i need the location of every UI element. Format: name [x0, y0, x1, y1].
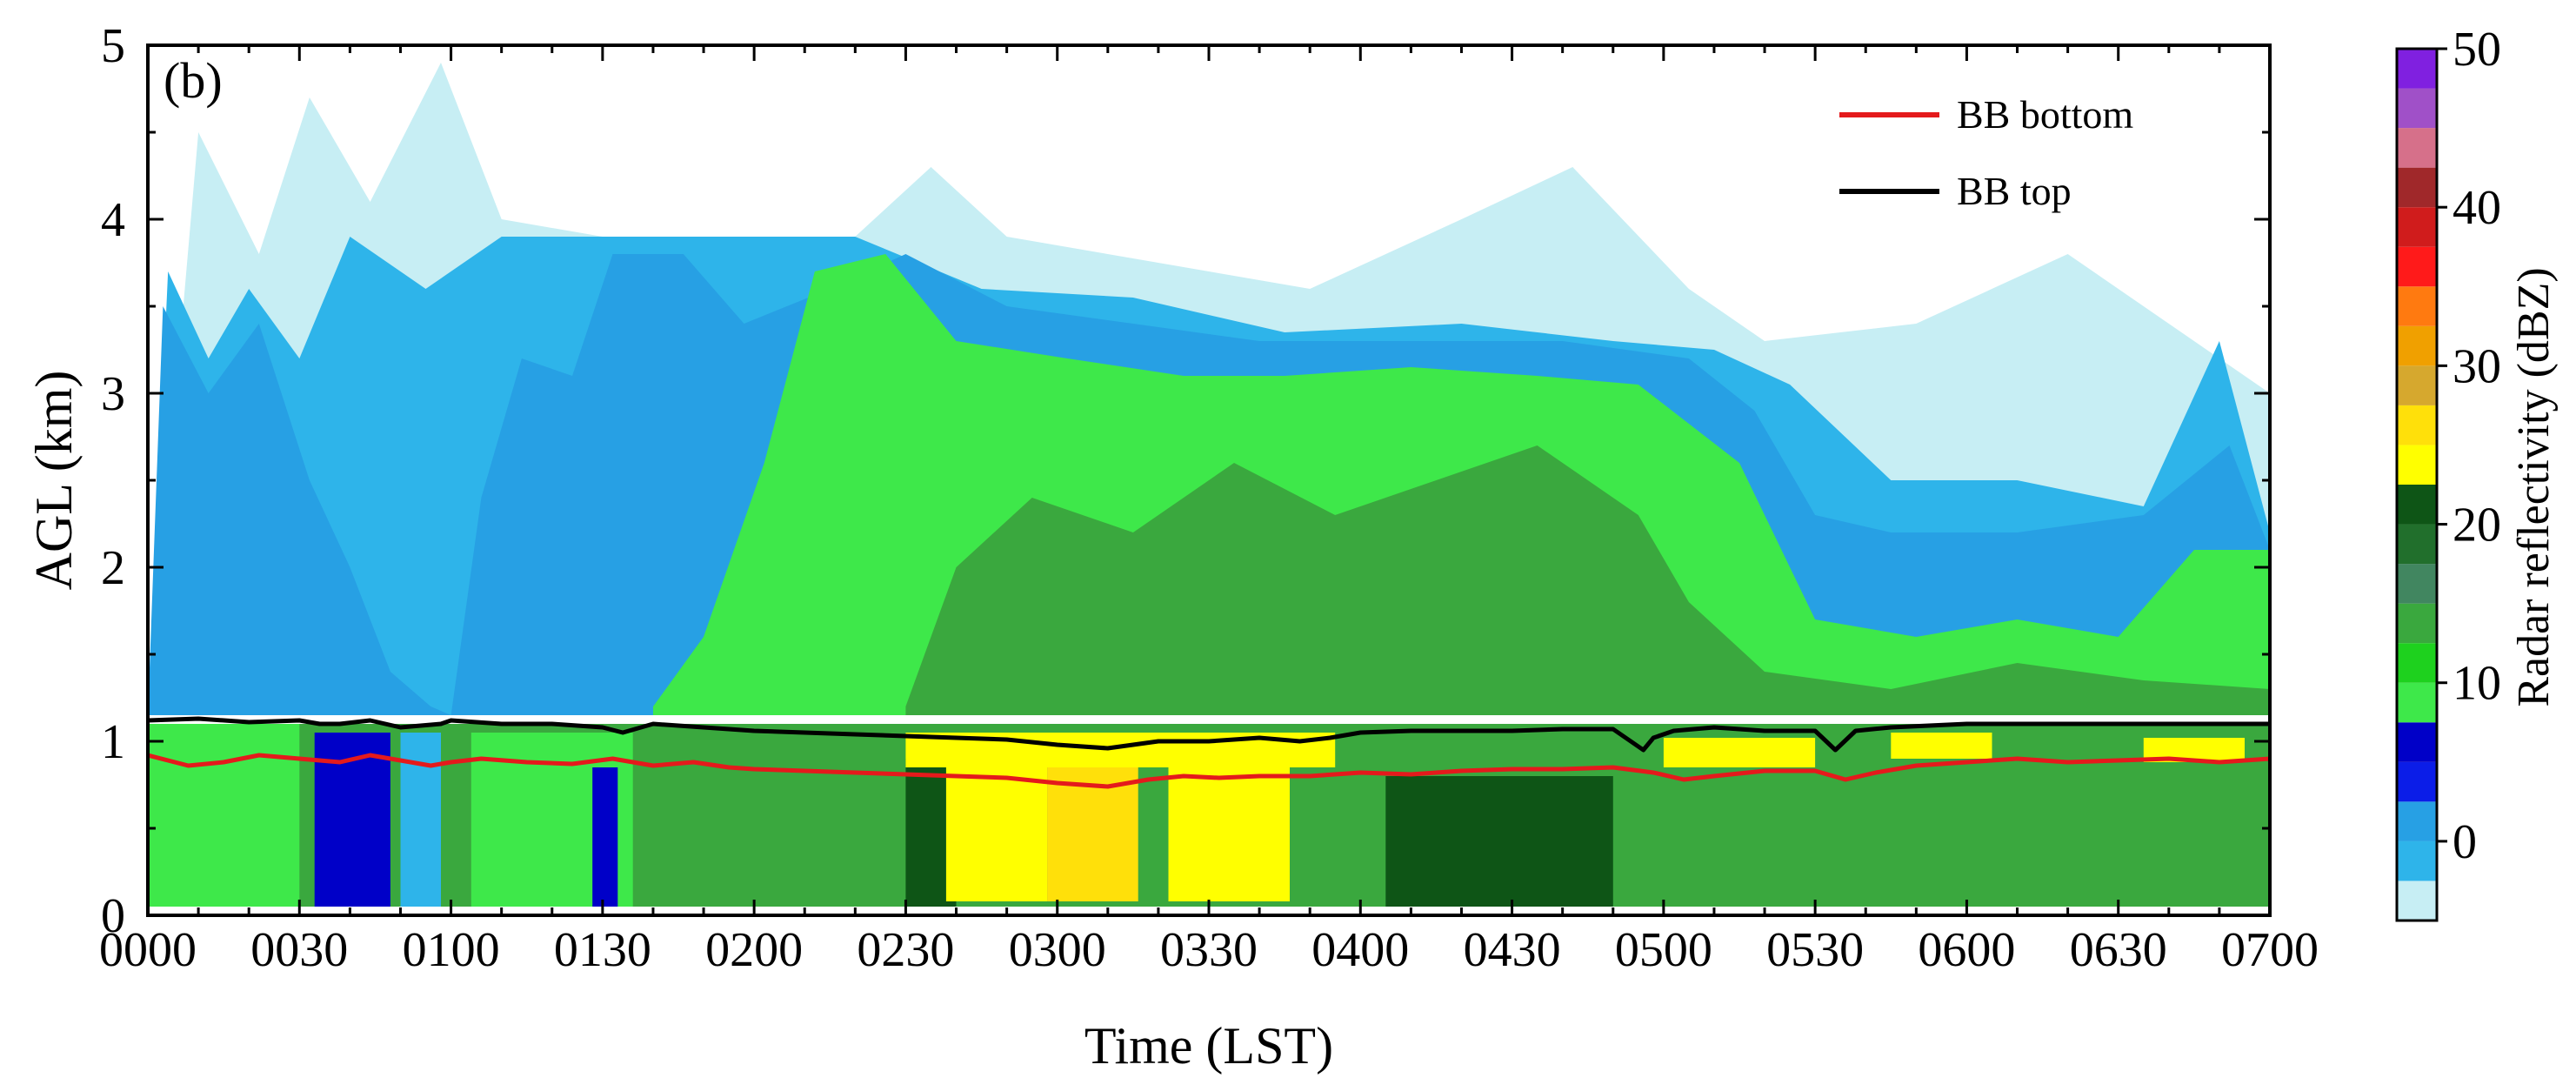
- x-tick-label: 0630: [2070, 923, 2167, 977]
- colorbar-tick-label: 0: [2453, 815, 2477, 869]
- colorbar-swatch: [2397, 88, 2437, 129]
- colorbar-swatch: [2397, 643, 2437, 683]
- reflectivity-region: [905, 445, 2270, 715]
- x-tick-label: 0500: [1615, 923, 1712, 977]
- colorbar-swatch: [2397, 365, 2437, 405]
- colorbar-swatch: [2397, 445, 2437, 485]
- legend: BB bottom BB top: [1839, 92, 2133, 213]
- colorbar-swatch: [2397, 564, 2437, 604]
- y-tick-label: 0: [101, 889, 125, 943]
- reflectivity-region: [1891, 733, 1992, 759]
- reflectivity-region: [148, 724, 300, 907]
- colorbar-swatch: [2397, 325, 2437, 366]
- panel-label: (b): [164, 52, 223, 109]
- colorbar-tick-label: 50: [2453, 23, 2501, 77]
- reflectivity-region: [1663, 738, 1816, 767]
- x-tick-label: 0200: [705, 923, 803, 977]
- reflectivity-region: [400, 733, 441, 907]
- x-axis: 0000 0030 0100 0130 0200 0230 0300 0330 0400 0430…: [99, 45, 2319, 977]
- y-tick-label: 2: [101, 541, 125, 595]
- reflectivity-region: [1385, 776, 1613, 907]
- colorbar-swatch: [2397, 128, 2437, 168]
- colorbar-swatch: [2397, 246, 2437, 287]
- colorbar: 0 10 20 30 40 50: [2395, 23, 2501, 922]
- x-tick-label: 0430: [1464, 923, 1561, 977]
- legend-entry: BB top: [1957, 169, 2072, 213]
- colorbar-swatch: [2397, 286, 2437, 326]
- colorbar-swatch: [2397, 840, 2437, 881]
- reflectivity-region: [1047, 759, 1138, 901]
- x-tick-label: 0600: [1918, 923, 2015, 977]
- colorbar-swatch: [2397, 682, 2437, 723]
- y-tick-label: 5: [101, 19, 125, 73]
- colorbar-label: Radar reflectivity (dBZ): [2509, 267, 2559, 706]
- colorbar-tick-label: 40: [2453, 181, 2501, 235]
- y-tick-label: 3: [101, 367, 125, 421]
- colorbar-swatch: [2397, 49, 2437, 89]
- x-tick-label: 0530: [1766, 923, 1864, 977]
- colorbar-swatch: [2397, 603, 2437, 644]
- colorbar-tick-label: 10: [2453, 657, 2501, 711]
- bright-band-lines: [148, 716, 2270, 789]
- x-tick-label: 0330: [1160, 923, 1258, 977]
- x-tick-label: 0000: [99, 923, 197, 977]
- x-tick-label: 0700: [2221, 923, 2319, 977]
- legend-entry: BB bottom: [1957, 92, 2133, 137]
- colorbar-swatch: [2397, 761, 2437, 802]
- x-axis-title: Time (LST): [1084, 1017, 1333, 1075]
- y-axis-title: AGL (km): [25, 371, 83, 591]
- series-line-bb-bottom: [148, 753, 2270, 789]
- x-tick-label: 0400: [1311, 923, 1409, 977]
- colorbar-swatch: [2397, 405, 2437, 445]
- x-tick-label: 0230: [857, 923, 954, 977]
- reflectivity-region: [945, 750, 1048, 901]
- reflectivity-region: [592, 767, 618, 907]
- colorbar-swatch: [2397, 801, 2437, 841]
- x-tick-label: 0130: [554, 923, 651, 977]
- reflectivity-regions: [148, 63, 2270, 907]
- reflectivity-region: [2143, 738, 2245, 762]
- colorbar-tick-label: 20: [2453, 499, 2501, 552]
- colorbar-swatch: [2397, 722, 2437, 762]
- colorbar-swatch: [2397, 524, 2437, 565]
- y-tick-label: 4: [101, 193, 125, 247]
- colorbar-swatch: [2397, 167, 2437, 208]
- y-tick-label: 1: [101, 715, 125, 769]
- colorbar-swatch: [2397, 880, 2437, 921]
- colorbar-frame: [2395, 47, 2439, 922]
- plot-area: [146, 44, 2272, 917]
- reflectivity-region: [905, 759, 957, 907]
- colorbar-swatch: [2397, 485, 2437, 525]
- x-tick-label: 0300: [1009, 923, 1106, 977]
- colorbar-tick-label: 30: [2453, 339, 2501, 393]
- reflectivity-region: [314, 733, 390, 907]
- colorbar-swatch: [2397, 207, 2437, 247]
- x-tick-label: 0030: [250, 923, 348, 977]
- y-axis: 0 1 2 3 4 5: [101, 19, 2270, 943]
- series-line-bb-top: [148, 716, 2270, 753]
- x-tick-label: 0100: [403, 923, 500, 977]
